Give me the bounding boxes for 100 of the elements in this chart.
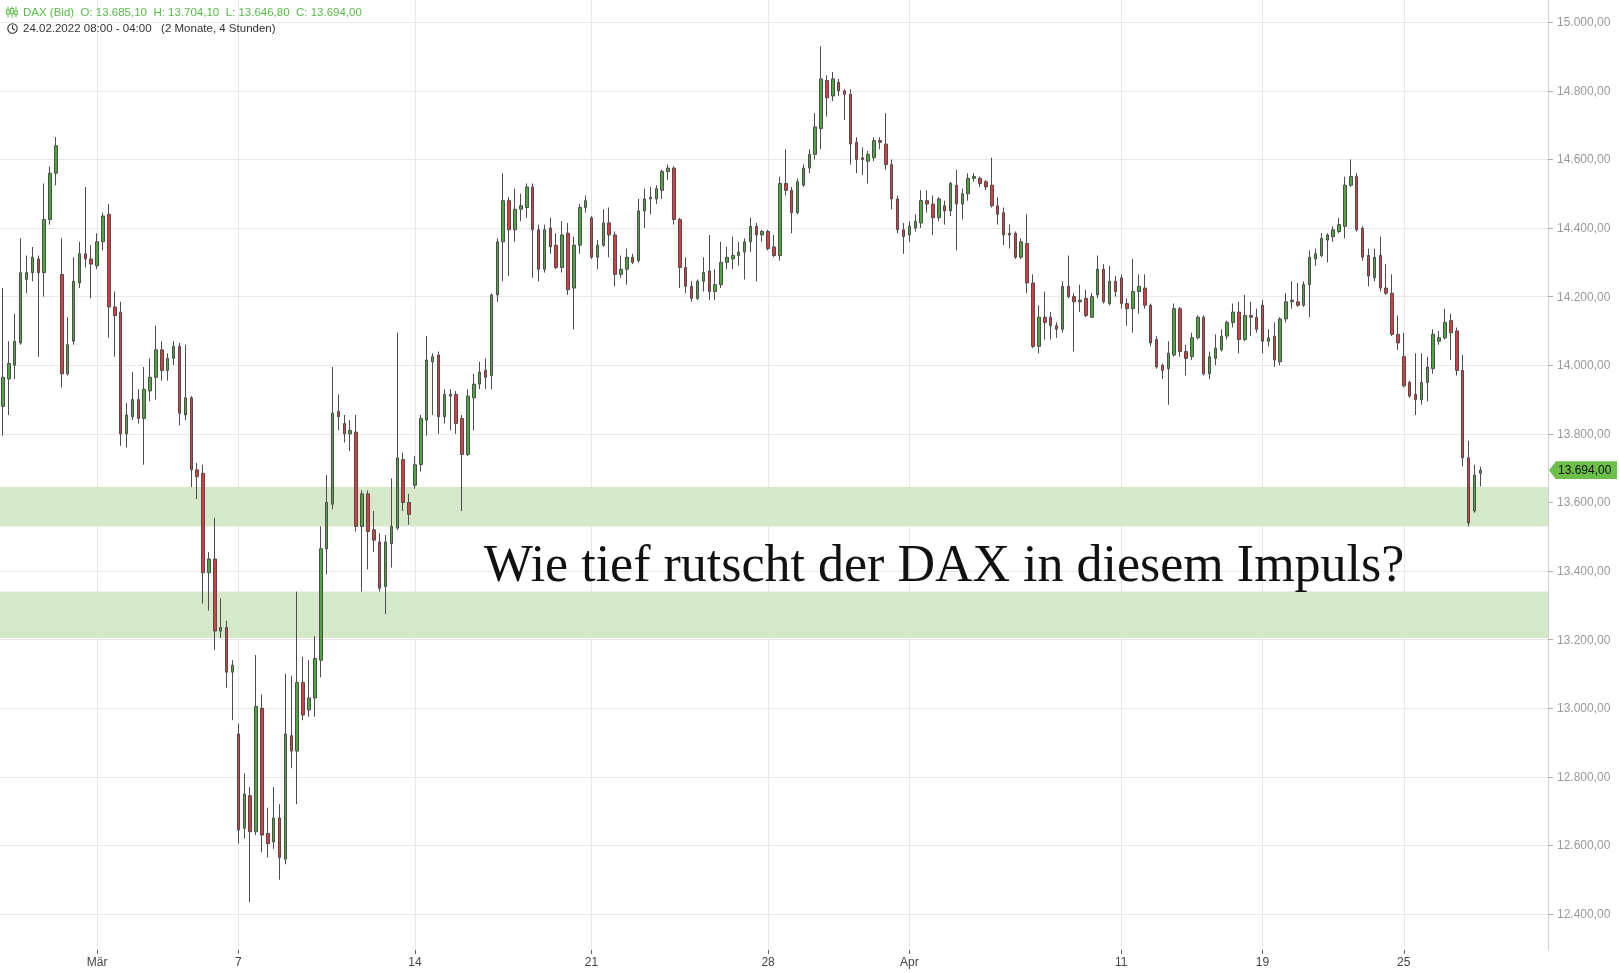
candlestick	[713, 268, 717, 301]
candlestick	[1367, 248, 1370, 287]
x-tick-label: Mär	[86, 955, 108, 969]
candlestick	[543, 224, 546, 274]
candlestick	[1337, 217, 1341, 234]
candlestick	[914, 213, 917, 232]
candlestick	[1202, 315, 1205, 377]
candlestick	[184, 344, 187, 421]
candlestick	[666, 164, 670, 181]
candlestick	[566, 222, 570, 296]
candlestick	[1061, 280, 1064, 334]
candlestick	[396, 332, 399, 531]
candlestick	[137, 388, 140, 425]
candlestick	[925, 189, 929, 214]
x-tick-label: 25	[1397, 955, 1411, 969]
candlestick	[37, 255, 40, 358]
candlestick	[248, 786, 252, 903]
candlestick	[1402, 332, 1406, 389]
candlestick	[66, 316, 69, 377]
candlestick	[1137, 273, 1141, 315]
candlestick	[348, 419, 352, 452]
candlestick	[166, 352, 169, 382]
candlestick	[466, 388, 470, 457]
candlestick	[178, 342, 181, 426]
candlestick	[872, 136, 876, 162]
candlestick	[896, 194, 899, 234]
y-tick-label: 13.400,00	[1557, 564, 1611, 579]
candlestick	[219, 597, 222, 639]
candlestick	[1155, 335, 1158, 370]
candlestick	[672, 165, 676, 226]
y-tick-label: 15.000,00	[1557, 15, 1611, 30]
candlestick	[1178, 306, 1182, 358]
candlestick	[961, 188, 964, 220]
candlestick	[107, 203, 111, 339]
x-tick-label: 28	[761, 955, 776, 969]
candlestick	[1161, 363, 1164, 380]
candlestick	[919, 189, 923, 229]
candlestick	[154, 325, 158, 401]
candlestick	[902, 222, 905, 255]
candlestick	[1031, 273, 1035, 349]
annotation: 24.02.2022 08:00 - 04:00 (2 Monate, 4 Stunden)	[23, 21, 276, 35]
candlestick	[625, 248, 629, 286]
candlestick	[142, 366, 146, 466]
candlestick	[42, 182, 46, 298]
candlestick	[743, 237, 746, 281]
candlestick	[607, 206, 611, 258]
candlestick	[584, 194, 587, 214]
y-tick-label: 12.800,00	[1557, 769, 1611, 784]
candlestick	[702, 256, 705, 293]
candlestick	[996, 196, 999, 226]
candlestick	[690, 280, 693, 303]
candlestick	[343, 414, 346, 443]
candlestick	[725, 246, 729, 270]
candlestick	[313, 635, 317, 718]
candlestick	[631, 253, 634, 265]
candlestick	[1296, 282, 1300, 308]
candlestick	[1278, 316, 1282, 366]
y-tick-label: 13.000,00	[1557, 701, 1611, 716]
candlestick	[1379, 236, 1382, 293]
candlestick	[1072, 292, 1076, 353]
candlestick	[1225, 320, 1229, 341]
candlestick	[425, 335, 428, 437]
candlestick	[207, 551, 211, 611]
candlestick	[878, 136, 882, 150]
candlestick	[660, 169, 664, 200]
candlestick	[237, 723, 240, 845]
candlestick	[1255, 308, 1258, 334]
candlestick	[190, 395, 193, 488]
candlestick	[1108, 265, 1111, 306]
candlestick	[1473, 464, 1476, 514]
y-tick-label: 12.400,00	[1557, 906, 1611, 921]
candlestick	[755, 222, 758, 282]
candlestick	[1184, 344, 1188, 377]
candlestick	[484, 357, 487, 390]
candlestick	[1343, 176, 1347, 239]
candlestick	[531, 182, 534, 279]
candlestick	[649, 186, 652, 215]
candlestick	[849, 88, 852, 166]
candlestick	[89, 244, 93, 299]
candlestick	[549, 217, 552, 255]
candlestick	[1008, 224, 1011, 250]
candlestick	[131, 371, 134, 421]
candlestick	[554, 232, 558, 270]
candlestick	[1302, 280, 1305, 308]
candlestick	[1390, 273, 1394, 337]
candlestick	[1461, 354, 1464, 467]
candlestick	[1361, 225, 1364, 262]
candlestick	[1102, 263, 1105, 305]
candlestick	[496, 237, 499, 303]
candlestick	[78, 241, 81, 289]
candlestick	[1243, 294, 1247, 342]
candlestick	[537, 224, 540, 282]
candlestick	[1431, 328, 1435, 375]
x-tick-label: 14	[408, 955, 422, 969]
candlestick	[54, 136, 58, 186]
candlestick	[578, 203, 582, 255]
candlestick	[831, 71, 835, 102]
candlestick	[1090, 292, 1094, 318]
candlestick	[119, 301, 122, 447]
candlestick	[1290, 280, 1294, 310]
